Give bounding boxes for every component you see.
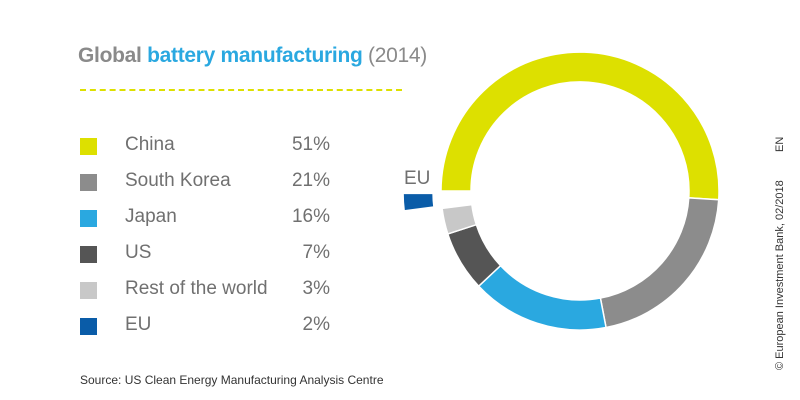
legend-label-eu: EU (125, 314, 152, 335)
title-divider (80, 89, 402, 91)
legend-value-eu: 2% (302, 314, 330, 335)
legend-label-japan: Japan (125, 206, 177, 227)
title-part-1: Global (78, 44, 142, 67)
legend-value-south-korea: 21% (291, 170, 330, 191)
title-part-2: battery manufacturing (147, 44, 363, 67)
legend-value-china: 51% (291, 134, 330, 155)
legend-label-south-korea: South Korea (125, 170, 231, 191)
title-part-3: (2014) (368, 44, 427, 67)
legend-item-us: US 7% (80, 240, 330, 276)
slice-japan (477, 264, 607, 331)
donut-slices (402, 51, 720, 331)
legend-item-china: China 51% (80, 132, 330, 168)
legend-label-rest-of-world: Rest of the world (125, 278, 268, 299)
legend-value-us: 7% (302, 242, 330, 263)
source-note: Source: US Clean Energy Manufacturing An… (80, 373, 384, 387)
eu-callout-label: EU (404, 168, 430, 189)
legend-item-south-korea: South Korea 21% (80, 168, 330, 204)
legend-swatch-eu (80, 318, 97, 335)
language-code: EN (774, 136, 786, 152)
legend-value-rest-of-world: 3% (302, 278, 330, 299)
legend-item-eu: EU 2% (80, 312, 330, 348)
legend-item-japan: Japan 16% (80, 204, 330, 240)
legend-value-japan: 16% (291, 206, 330, 227)
legend-label-us: US (125, 242, 152, 263)
legend: China 51% South Korea 21% Japan 16% US 7… (80, 132, 330, 348)
legend-label-china: China (125, 134, 175, 155)
slice-eu (402, 192, 435, 212)
legend-swatch-china (80, 138, 97, 155)
slice-rest-of-the-world (441, 203, 478, 235)
legend-swatch-us (80, 246, 97, 263)
legend-swatch-south-korea (80, 174, 97, 191)
slice-south-korea (599, 197, 720, 329)
credit-text: © European Investment Bank, 02/2018 (774, 180, 786, 370)
legend-item-rest-of-world: Rest of the world 3% (80, 276, 330, 312)
slice-china (440, 51, 720, 201)
legend-swatch-rest-of-world (80, 282, 97, 299)
chart-title: Global battery manufacturing (2014) (78, 44, 427, 68)
legend-swatch-japan (80, 210, 97, 227)
